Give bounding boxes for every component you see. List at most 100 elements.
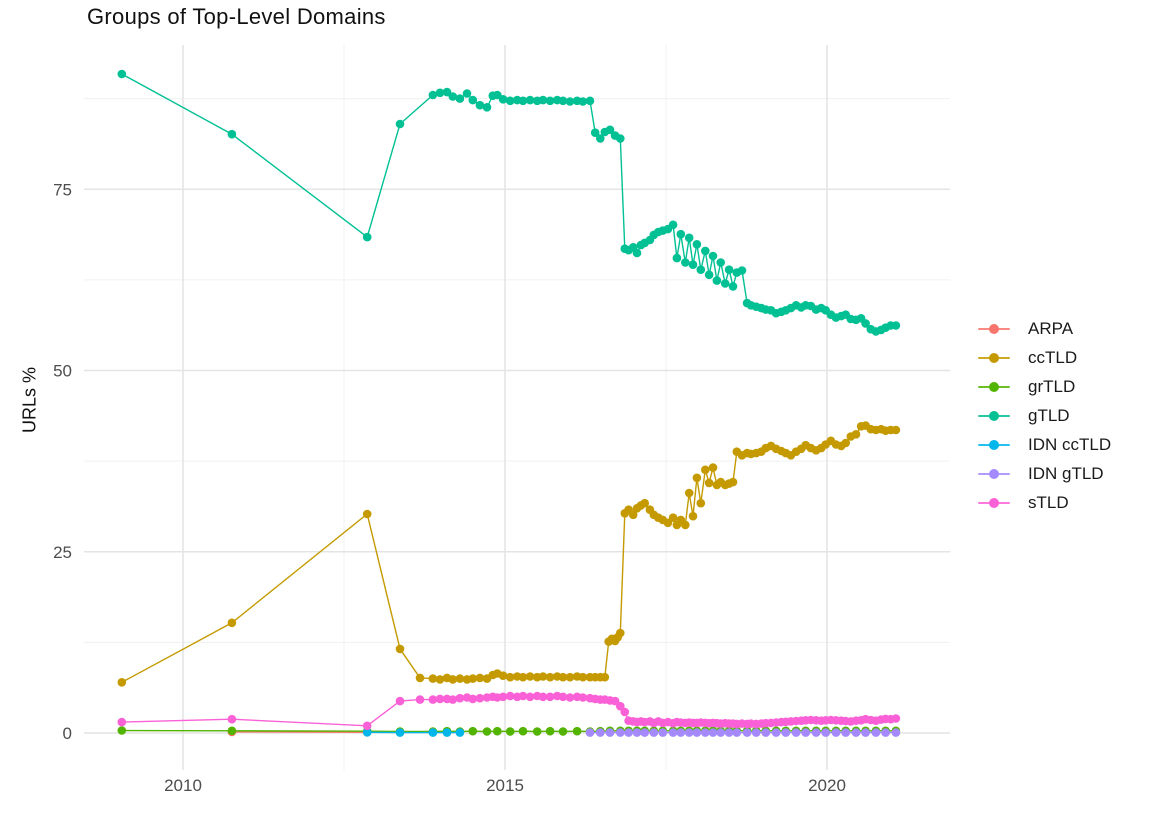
data-point: [545, 726, 555, 736]
data-point: [620, 707, 630, 717]
data-point: [498, 671, 508, 680]
data-point: [565, 693, 575, 702]
data-point: [737, 266, 747, 275]
data-point: [227, 129, 237, 139]
data-point: [505, 672, 515, 682]
data-point: [428, 728, 438, 737]
data-point: [558, 672, 568, 682]
data-point: [871, 728, 881, 737]
data-point: [712, 276, 722, 285]
data-point: [632, 728, 642, 737]
legend-item-cctld: ccTLD: [978, 348, 1111, 368]
data-point: [395, 728, 405, 737]
data-point: [649, 728, 659, 737]
data-point: [565, 97, 575, 106]
data-point: [395, 119, 405, 129]
data-point: [716, 728, 725, 737]
data-point: [532, 727, 542, 736]
data-point: [600, 672, 610, 682]
data-point: [117, 678, 127, 687]
data-point: [455, 674, 465, 683]
data-point: [435, 694, 445, 704]
legend-marker-icon: [978, 377, 1010, 397]
data-point: [538, 692, 548, 702]
data-point: [640, 728, 649, 737]
legend-marker-icon: [978, 348, 1010, 368]
data-point: [605, 125, 615, 135]
data-point: [462, 89, 472, 98]
data-point: [468, 674, 478, 683]
data-point: [640, 498, 649, 508]
legend-item-arpa: ARPA: [978, 319, 1111, 339]
data-point: [891, 728, 901, 737]
data-point: [525, 692, 535, 702]
chart-title: Groups of Top-Level Domains: [87, 4, 386, 29]
data-point: [692, 728, 702, 737]
data-point: [362, 509, 372, 519]
data-point: [538, 95, 548, 105]
data-point: [117, 717, 127, 727]
data-point: [742, 728, 752, 737]
data-point: [545, 692, 555, 702]
legend-label: ccTLD: [1028, 348, 1078, 367]
data-point: [428, 695, 438, 704]
legend-label: IDN gTLD: [1028, 464, 1104, 483]
data-point: [468, 95, 478, 105]
data-point: [616, 628, 625, 638]
legend-label: ARPA: [1028, 319, 1074, 338]
data-point: [482, 727, 492, 736]
legend-marker-icon: [978, 493, 1010, 513]
data-point: [558, 96, 568, 106]
legend-item-idn-cctld: IDN ccTLD: [978, 435, 1111, 455]
data-point: [728, 477, 738, 487]
data-point: [578, 672, 588, 682]
data-point: [227, 726, 237, 736]
data-point: [518, 691, 528, 701]
data-point: [505, 727, 515, 736]
data-point: [558, 727, 568, 736]
data-point: [696, 265, 706, 275]
data-point: [428, 674, 438, 683]
data-point: [676, 229, 686, 239]
x-tick-label: 2020: [808, 776, 846, 795]
data-point: [708, 463, 718, 472]
data-point: [668, 728, 678, 737]
data-point: [482, 103, 492, 112]
data-point: [616, 701, 625, 711]
data-point: [558, 692, 568, 702]
data-point: [701, 246, 710, 256]
series-points-idn-cctld: [362, 728, 465, 737]
data-point: [676, 728, 686, 737]
data-point: [590, 128, 600, 137]
data-point: [801, 728, 810, 737]
data-point: [455, 728, 465, 737]
legend: ARPA ccTLD grTLD gTLD IDN ccTLD IDN gTLD sTLD: [978, 319, 1111, 513]
legend-item-grtld: grTLD: [978, 377, 1111, 397]
data-point: [681, 258, 690, 267]
data-point: [624, 728, 633, 737]
y-tick-label: 50: [53, 362, 72, 381]
data-point: [448, 695, 458, 704]
data-point: [578, 693, 588, 702]
data-point: [791, 728, 801, 737]
data-point: [851, 430, 861, 439]
data-point: [585, 728, 595, 737]
data-point: [498, 692, 508, 702]
data-point: [751, 728, 761, 737]
data-point: [428, 90, 438, 100]
data-point: [724, 265, 734, 275]
data-point: [632, 248, 642, 258]
data-point: [578, 97, 588, 106]
data-point: [117, 726, 127, 735]
data-point: [362, 721, 372, 731]
data-point: [692, 473, 702, 483]
data-point: [518, 726, 528, 736]
legend-label: gTLD: [1028, 406, 1070, 425]
data-point: [395, 696, 405, 706]
data-point: [658, 728, 668, 737]
data-point: [565, 672, 575, 682]
data-point: [724, 728, 734, 737]
data-point: [498, 95, 508, 104]
series-points-cctld: [117, 421, 901, 687]
data-point: [435, 88, 445, 98]
